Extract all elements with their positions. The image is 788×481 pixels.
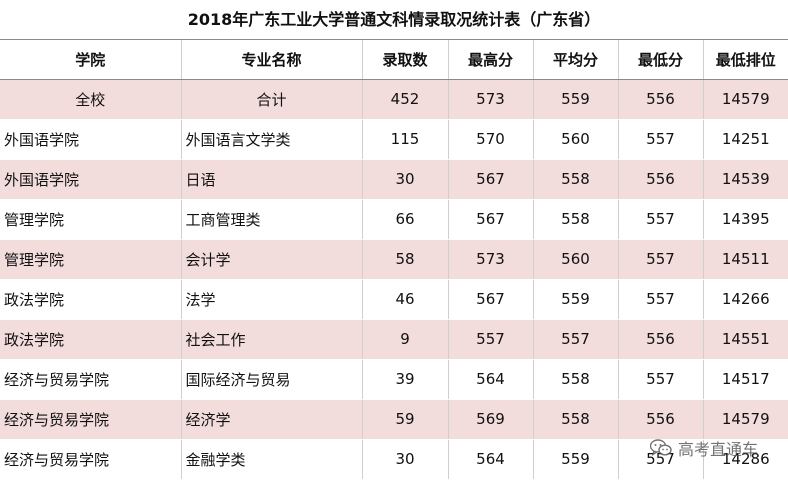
table-row: 外国语学院 日语 30 567 558 556 14539	[0, 159, 788, 200]
cell-min-rank: 14511	[702, 239, 788, 280]
cell-admitted: 66	[361, 199, 448, 240]
admission-table: 学院 专业名称 录取数 最高分 平均分 最低分 最低排位 全校 合计 452 5…	[0, 40, 788, 480]
table-row: 经济与贸易学院 国际经济与贸易 39 564 558 557 14517	[0, 359, 788, 400]
cell-max-score: 564	[447, 359, 533, 400]
table-row: 管理学院 工商管理类 66 567 558 557 14395	[0, 199, 788, 240]
cell-admitted: 46	[361, 279, 448, 320]
cell-major: 日语	[180, 159, 362, 200]
cell-admitted: 115	[361, 119, 448, 160]
cell-admitted: 30	[361, 159, 448, 200]
cell-max-score: 557	[447, 319, 533, 360]
cell-avg-score: 559	[532, 439, 618, 480]
cell-min-score: 557	[617, 239, 703, 280]
cell-min-rank: 14286	[702, 439, 788, 480]
cell-major: 会计学	[180, 239, 362, 280]
cell-min-rank: 14266	[702, 279, 788, 320]
cell-min-score: 556	[617, 159, 703, 200]
cell-admitted: 9	[361, 319, 448, 360]
cell-avg-score: 558	[532, 359, 618, 400]
column-header-max-score: 最高分	[447, 40, 533, 80]
cell-avg-score: 557	[532, 319, 618, 360]
column-header-avg-score: 平均分	[532, 40, 618, 80]
cell-college: 管理学院	[0, 239, 181, 280]
table-row: 管理学院 会计学 58 573 560 557 14511	[0, 239, 788, 280]
cell-major: 社会工作	[180, 319, 362, 360]
cell-min-rank: 14539	[702, 159, 788, 200]
wechat-icon	[650, 439, 672, 457]
table-header-row: 学院 专业名称 录取数 最高分 平均分 最低分 最低排位	[0, 40, 788, 80]
cell-min-score: 557	[617, 359, 703, 400]
cell-min-rank: 14579	[702, 399, 788, 440]
cell-max-score: 573	[447, 79, 533, 120]
cell-college: 外国语学院	[0, 119, 181, 160]
cell-college: 经济与贸易学院	[0, 399, 181, 440]
column-header-min-score: 最低分	[617, 40, 703, 80]
cell-avg-score: 560	[532, 239, 618, 280]
cell-avg-score: 560	[532, 119, 618, 160]
cell-min-rank: 14551	[702, 319, 788, 360]
cell-college: 外国语学院	[0, 159, 181, 200]
cell-min-rank: 14395	[702, 199, 788, 240]
table-row-total: 全校 合计 452 573 559 556 14579	[0, 79, 788, 120]
cell-min-score: 557	[617, 439, 703, 480]
cell-major: 金融学类	[180, 439, 362, 480]
cell-max-score: 570	[447, 119, 533, 160]
column-header-college: 学院	[0, 40, 181, 80]
watermark-text: 高考直通车	[678, 440, 759, 459]
column-header-major: 专业名称	[180, 40, 362, 80]
cell-max-score: 573	[447, 239, 533, 280]
cell-major: 法学	[180, 279, 362, 320]
table-row: 外国语学院 外国语言文学类 115 570 560 557 14251	[0, 119, 788, 160]
cell-avg-score: 558	[532, 159, 618, 200]
cell-college: 管理学院	[0, 199, 181, 240]
cell-major: 经济学	[180, 399, 362, 440]
cell-college: 经济与贸易学院	[0, 439, 181, 480]
cell-major: 工商管理类	[180, 199, 362, 240]
cell-avg-score: 558	[532, 199, 618, 240]
cell-admitted: 452	[361, 79, 448, 120]
cell-min-score: 556	[617, 399, 703, 440]
cell-college: 政法学院	[0, 279, 181, 320]
cell-college: 经济与贸易学院	[0, 359, 181, 400]
table-title: 2018年广东工业大学普通文科情录取况统计表（广东省）	[0, 0, 788, 40]
cell-admitted: 58	[361, 239, 448, 280]
cell-max-score: 567	[447, 199, 533, 240]
cell-max-score: 569	[447, 399, 533, 440]
watermark: 高考直通车	[650, 436, 758, 460]
cell-min-rank: 14251	[702, 119, 788, 160]
cell-admitted: 39	[361, 359, 448, 400]
cell-max-score: 567	[447, 159, 533, 200]
table-row: 政法学院 社会工作 9 557 557 556 14551	[0, 319, 788, 360]
cell-avg-score: 559	[532, 79, 618, 120]
cell-min-score: 556	[617, 79, 703, 120]
cell-min-score: 556	[617, 319, 703, 360]
table-row: 经济与贸易学院 经济学 59 569 558 556 14579	[0, 399, 788, 440]
cell-avg-score: 559	[532, 279, 618, 320]
cell-college: 全校	[0, 79, 181, 120]
cell-min-score: 557	[617, 279, 703, 320]
cell-max-score: 564	[447, 439, 533, 480]
table-row: 政法学院 法学 46 567 559 557 14266	[0, 279, 788, 320]
cell-college: 政法学院	[0, 319, 181, 360]
cell-min-score: 557	[617, 119, 703, 160]
cell-major: 合计	[180, 79, 362, 120]
cell-max-score: 567	[447, 279, 533, 320]
cell-avg-score: 558	[532, 399, 618, 440]
cell-major: 外国语言文学类	[180, 119, 362, 160]
column-header-admitted: 录取数	[361, 40, 448, 80]
column-header-min-rank: 最低排位	[702, 40, 788, 80]
cell-min-rank: 14517	[702, 359, 788, 400]
cell-major: 国际经济与贸易	[180, 359, 362, 400]
cell-min-rank: 14579	[702, 79, 788, 120]
cell-admitted: 30	[361, 439, 448, 480]
table-row: 经济与贸易学院 金融学类 30 564 559 557 14286	[0, 439, 788, 480]
cell-min-score: 557	[617, 199, 703, 240]
cell-admitted: 59	[361, 399, 448, 440]
